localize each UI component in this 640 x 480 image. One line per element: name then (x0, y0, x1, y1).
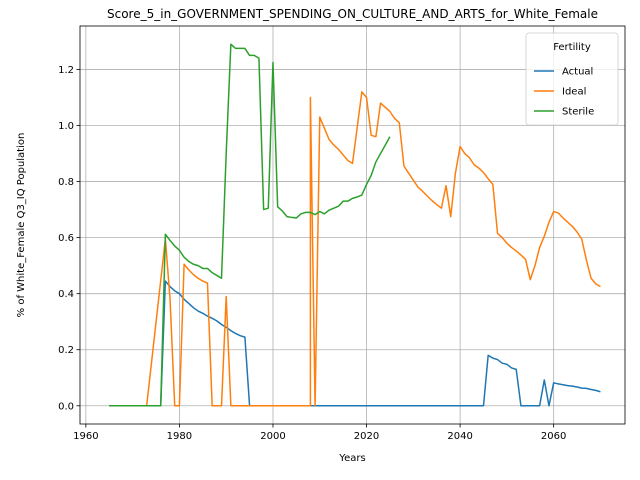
y-tick-label: 0.6 (58, 233, 74, 244)
x-tick-label: 2060 (541, 431, 566, 442)
legend-label-sterile: Sterile (562, 107, 594, 118)
y-tick-label: 0.4 (58, 289, 74, 300)
y-axis-ticks: 0.0 0.2 0.4 0.6 0.8 1.0 1.2 (58, 65, 80, 412)
series-lines (109, 43, 601, 407)
grid-lines (80, 26, 625, 424)
series-line-ideal (109, 91, 601, 407)
legend-title: Fertility (553, 42, 591, 53)
legend-label-ideal: Ideal (562, 87, 586, 98)
y-tick-label: 1.2 (58, 65, 74, 76)
legend: Fertility Actual Ideal Sterile (525, 32, 619, 126)
series-line-actual (109, 280, 601, 407)
x-tick-label: 1980 (167, 431, 192, 442)
plot-area-frame (79, 25, 626, 425)
x-tick-label: 2000 (260, 431, 285, 442)
x-tick-label: 1960 (73, 431, 98, 442)
legend-label-actual: Actual (562, 67, 593, 78)
y-tick-label: 0.8 (58, 177, 74, 188)
x-axis-ticks: 1960 1980 2000 2020 2040 2060 (73, 424, 566, 442)
y-axis-label: % of White_Female Q3_IQ Population (16, 133, 27, 318)
y-tick-label: 0.0 (58, 401, 74, 412)
chart-title: Score_5_in_GOVERNMENT_SPENDING_ON_CULTUR… (107, 7, 598, 21)
legend-box (525, 32, 619, 126)
series-line-sterile (109, 43, 391, 407)
x-tick-label: 2020 (354, 431, 379, 442)
y-tick-label: 0.2 (58, 345, 74, 356)
y-tick-label: 1.0 (58, 121, 74, 132)
x-axis-label: Years (338, 453, 365, 464)
x-tick-label: 2040 (447, 431, 472, 442)
